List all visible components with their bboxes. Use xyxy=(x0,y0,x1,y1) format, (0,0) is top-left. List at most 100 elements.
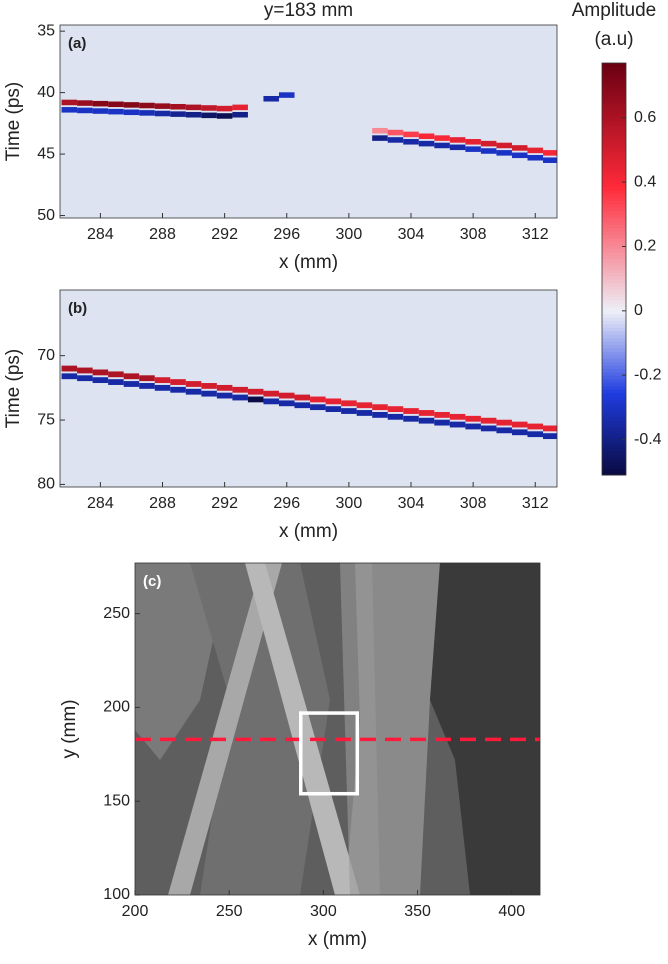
panel: 200 250 300 350 400 100 150 200 250 x (mm) y (mm) (… xyxy=(59,562,541,950)
colorbar-step xyxy=(602,90,626,95)
colorbar-step xyxy=(602,471,626,476)
panel-label: (c) xyxy=(143,573,161,590)
colorbar-title: Amplitude xyxy=(572,0,657,21)
colorbar-step xyxy=(602,303,626,308)
heatmap-cell xyxy=(325,406,342,412)
colorbar-step xyxy=(602,265,626,270)
colorbar-step xyxy=(602,107,626,112)
colorbar-step xyxy=(602,258,626,263)
colorbar-step xyxy=(602,210,626,215)
heatmap-cell xyxy=(232,394,248,401)
colorbar-step xyxy=(602,365,626,370)
heatmap-cell xyxy=(123,102,140,108)
heatmap-cell xyxy=(543,157,557,163)
colorbar-step xyxy=(602,464,626,469)
x-axis-label: x (mm) xyxy=(308,929,367,950)
colorbar-step xyxy=(602,80,626,85)
colorbar-step xyxy=(602,241,626,246)
y-tick-label: 40 xyxy=(37,84,55,101)
colorbar-step xyxy=(602,87,626,91)
colorbar-step xyxy=(602,238,626,243)
colorbar-step xyxy=(602,317,626,321)
heatmap-cell xyxy=(185,381,202,387)
heatmap-cell xyxy=(496,419,512,426)
heatmap-cell xyxy=(387,137,404,143)
colorbar-step xyxy=(602,220,626,225)
x-tick-label: 292 xyxy=(211,226,238,243)
colorbar-step xyxy=(602,402,626,407)
heatmap-cell xyxy=(387,406,404,412)
heatmap-cell xyxy=(511,429,528,436)
colorbar-step xyxy=(602,234,626,239)
colorbar-step xyxy=(602,344,626,349)
colorbar-step xyxy=(602,440,626,445)
heatmap-cell xyxy=(465,415,481,422)
x-tick-label: 288 xyxy=(149,226,176,243)
heatmap-cell xyxy=(232,111,248,118)
colorbar-step xyxy=(602,337,626,342)
x-tick-label: 304 xyxy=(398,226,425,243)
colorbar-step xyxy=(602,457,626,462)
colorbar-step xyxy=(602,368,626,373)
x-tick-label: 312 xyxy=(522,495,549,512)
axes-frame xyxy=(134,562,541,896)
chart-title: y=183 mm xyxy=(264,0,353,21)
heatmap-cell xyxy=(170,111,186,117)
heatmap-cell xyxy=(527,154,544,161)
heatmap-cell xyxy=(123,109,140,116)
heatmap-cell xyxy=(247,396,264,403)
x-tick-label: 308 xyxy=(460,226,487,243)
heatmap-cell xyxy=(216,384,233,391)
heatmap-cell xyxy=(356,402,373,409)
heatmap-cell xyxy=(449,137,466,143)
heatmap-cell xyxy=(372,135,388,141)
colorbar-step xyxy=(602,385,626,390)
colorbar-step xyxy=(602,406,626,411)
heatmap-cell xyxy=(527,431,544,438)
heatmap-cell xyxy=(387,413,404,420)
colorbar-step xyxy=(602,430,626,435)
heatmap-cell xyxy=(403,415,419,422)
y-tick-label: 200 xyxy=(103,699,130,716)
colorbar-step xyxy=(602,320,626,325)
heatmap-cell xyxy=(123,373,140,380)
heatmap-cell xyxy=(139,383,155,389)
heatmap-cell xyxy=(434,135,450,141)
colorbar-step xyxy=(602,399,626,404)
colorbar-step xyxy=(602,372,626,376)
heatmap-cell xyxy=(278,392,295,399)
heatmap-cell xyxy=(511,145,528,151)
heatmap-cell xyxy=(154,377,171,384)
colorbar-step xyxy=(602,447,626,452)
colorbar-step xyxy=(602,121,626,126)
heatmap-cell xyxy=(92,100,109,107)
colorbar-step xyxy=(602,104,626,109)
heatmap-cell xyxy=(341,408,357,414)
heatmap-cell xyxy=(61,107,78,113)
y-tick-label: 45 xyxy=(37,145,55,162)
heatmap-cell xyxy=(216,105,233,112)
heatmap-cell xyxy=(341,400,357,407)
colorbar-step xyxy=(602,286,626,291)
heatmap-cell xyxy=(480,140,497,147)
heatmap-cell xyxy=(387,129,404,136)
colorbar-step xyxy=(602,299,626,304)
heatmap-cell xyxy=(170,379,186,385)
x-axis-label: x (mm) xyxy=(279,521,338,542)
heatmap-cell xyxy=(92,108,109,114)
y-tick-label: 70 xyxy=(37,347,55,364)
heatmap-cell xyxy=(480,425,497,432)
x-tick-label: 296 xyxy=(273,495,300,512)
colorbar-step xyxy=(602,207,626,212)
y-tick-label: 75 xyxy=(37,411,55,428)
heatmap-cell xyxy=(372,127,388,134)
colorbar-step xyxy=(602,248,626,253)
heatmap-cell xyxy=(418,133,435,140)
colorbar-step xyxy=(602,83,626,88)
heatmap-cell xyxy=(185,388,202,395)
heatmap-cell xyxy=(278,400,295,407)
heatmap-cell xyxy=(201,105,217,111)
region-box xyxy=(299,711,360,796)
heatmap-cell xyxy=(449,421,466,428)
